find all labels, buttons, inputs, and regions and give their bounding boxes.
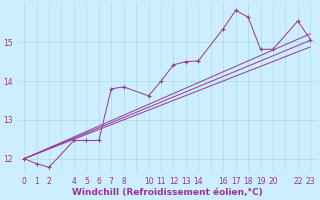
X-axis label: Windchill (Refroidissement éolien,°C): Windchill (Refroidissement éolien,°C) <box>72 188 263 197</box>
